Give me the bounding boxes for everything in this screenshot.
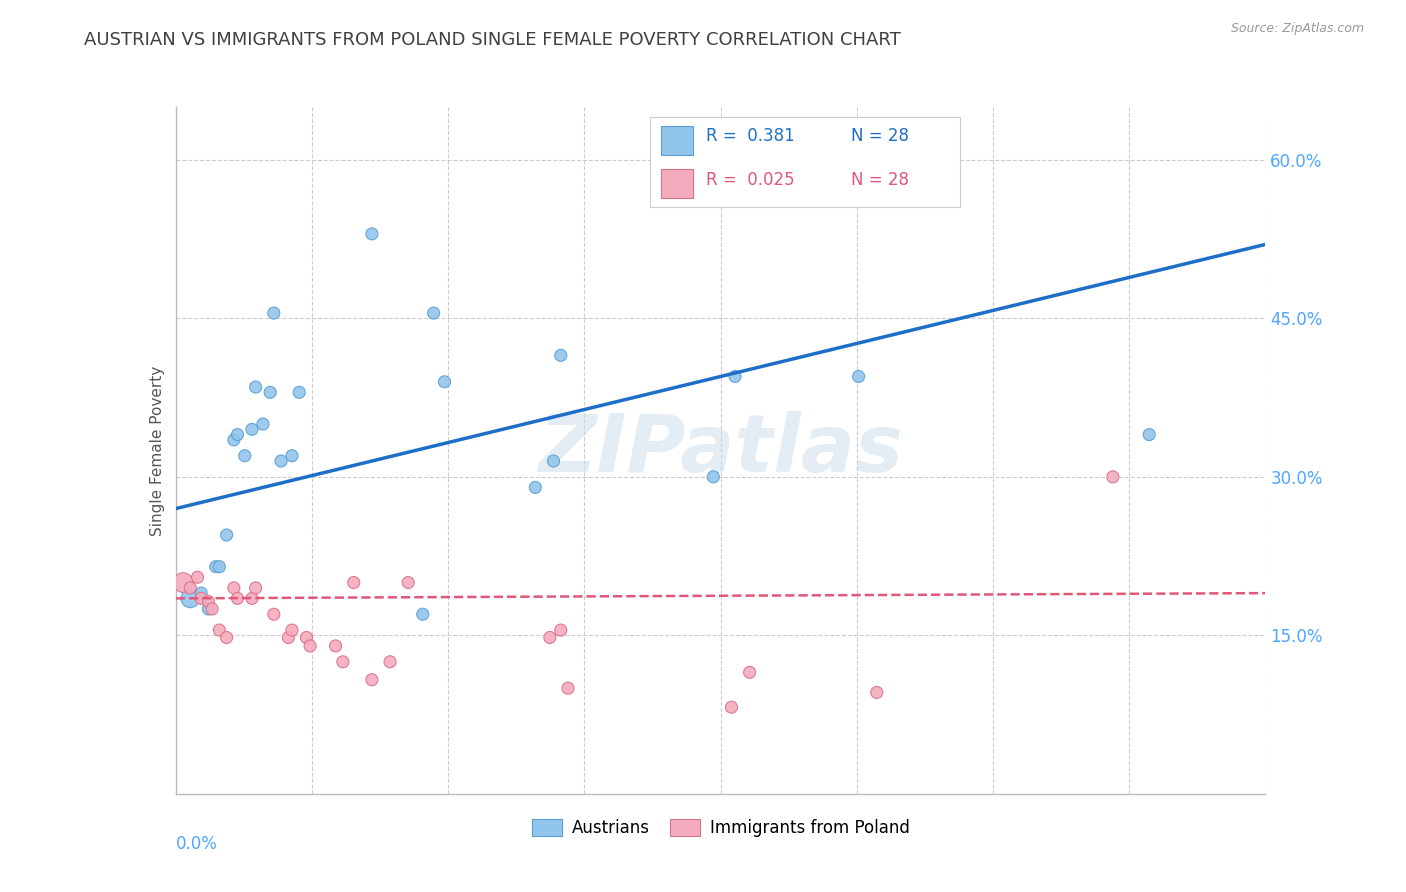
Point bbox=[288, 385, 311, 400]
Text: AUSTRIAN VS IMMIGRANTS FROM POLAND SINGLE FEMALE POVERTY CORRELATION CHART: AUSTRIAN VS IMMIGRANTS FROM POLAND SINGL… bbox=[84, 31, 901, 49]
Point bbox=[281, 623, 304, 637]
FancyBboxPatch shape bbox=[661, 126, 693, 155]
Point bbox=[190, 591, 212, 606]
Point bbox=[396, 575, 419, 590]
Point bbox=[263, 607, 285, 622]
Point bbox=[277, 631, 299, 645]
Text: N = 28: N = 28 bbox=[852, 127, 910, 145]
Point bbox=[538, 631, 561, 645]
Point bbox=[240, 591, 263, 606]
Point bbox=[226, 427, 249, 442]
Point bbox=[240, 422, 263, 436]
Point bbox=[543, 454, 565, 468]
Point bbox=[738, 665, 761, 680]
Point bbox=[215, 528, 238, 542]
Point bbox=[299, 639, 322, 653]
Point bbox=[281, 449, 304, 463]
Point bbox=[201, 602, 224, 616]
FancyBboxPatch shape bbox=[661, 169, 693, 198]
Text: ZIPatlas: ZIPatlas bbox=[538, 411, 903, 490]
Point bbox=[1137, 427, 1160, 442]
Point bbox=[172, 575, 194, 590]
Point bbox=[422, 306, 444, 320]
Text: R =  0.025: R = 0.025 bbox=[706, 171, 794, 189]
Point bbox=[557, 681, 579, 696]
Point bbox=[204, 559, 226, 574]
Point bbox=[524, 480, 547, 494]
Point bbox=[550, 623, 572, 637]
Point bbox=[360, 227, 382, 241]
Text: R =  0.381: R = 0.381 bbox=[706, 127, 796, 145]
Point bbox=[412, 607, 434, 622]
Point bbox=[433, 375, 456, 389]
Point bbox=[702, 470, 724, 484]
Point bbox=[208, 559, 231, 574]
Point bbox=[259, 385, 281, 400]
Point bbox=[222, 433, 245, 447]
Point bbox=[233, 449, 256, 463]
Point bbox=[179, 591, 201, 606]
FancyBboxPatch shape bbox=[650, 118, 960, 207]
Text: 0.0%: 0.0% bbox=[176, 835, 218, 853]
Point bbox=[270, 454, 292, 468]
Point bbox=[222, 581, 245, 595]
Point bbox=[295, 631, 318, 645]
Point bbox=[252, 417, 274, 431]
Point bbox=[197, 602, 219, 616]
Point bbox=[245, 380, 267, 394]
Y-axis label: Single Female Poverty: Single Female Poverty bbox=[149, 366, 165, 535]
Point bbox=[1102, 470, 1125, 484]
Point bbox=[720, 700, 742, 714]
Point bbox=[325, 639, 347, 653]
Point bbox=[190, 586, 212, 600]
Point bbox=[550, 348, 572, 362]
Point bbox=[179, 581, 201, 595]
Point bbox=[360, 673, 382, 687]
Point bbox=[226, 591, 249, 606]
Point bbox=[197, 594, 219, 608]
Point bbox=[245, 581, 267, 595]
Legend: Austrians, Immigrants from Poland: Austrians, Immigrants from Poland bbox=[524, 813, 917, 844]
Point bbox=[215, 631, 238, 645]
Point bbox=[332, 655, 354, 669]
Point bbox=[263, 306, 285, 320]
Point bbox=[848, 369, 870, 384]
Point bbox=[866, 685, 889, 699]
Point bbox=[186, 570, 209, 584]
Point bbox=[378, 655, 401, 669]
Point bbox=[343, 575, 366, 590]
Point bbox=[724, 369, 747, 384]
Point bbox=[208, 623, 231, 637]
Text: Source: ZipAtlas.com: Source: ZipAtlas.com bbox=[1230, 22, 1364, 36]
Text: N = 28: N = 28 bbox=[852, 171, 910, 189]
